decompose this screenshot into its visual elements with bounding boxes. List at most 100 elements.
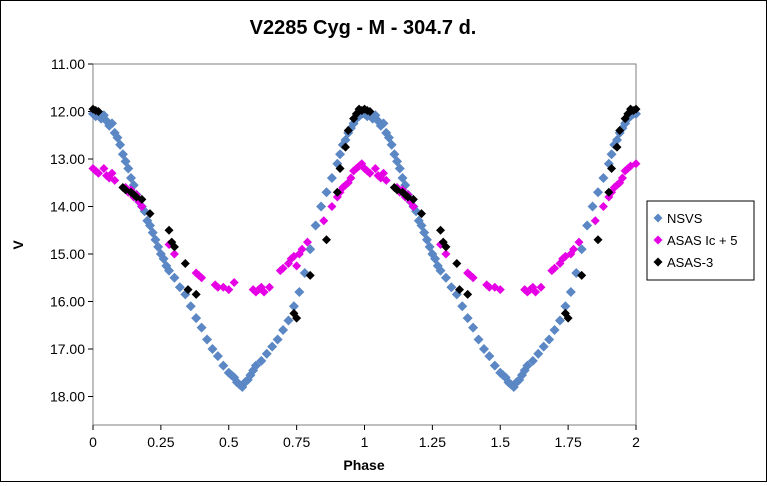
data-point (612, 142, 622, 152)
data-point (213, 282, 223, 292)
data-point (335, 164, 345, 173)
data-point (592, 187, 603, 198)
data-point (386, 139, 397, 150)
data-point (335, 149, 346, 160)
data-point (297, 244, 307, 254)
x-tick-label: 1 (361, 434, 369, 450)
data-point (503, 377, 514, 388)
data-point (489, 360, 500, 371)
data-point (316, 201, 327, 212)
data-point (455, 285, 465, 295)
data-point (137, 194, 147, 204)
legend-label: ASAS Ic + 5 (667, 233, 737, 248)
data-point (169, 249, 179, 259)
data-point (346, 173, 356, 183)
data-point (99, 164, 109, 173)
data-point (107, 118, 118, 129)
x-axis: 0 0.25 0.5 0.75 1 1.25 1.5 1.75 2 (89, 425, 640, 450)
data-point (441, 242, 451, 252)
legend-marker (653, 235, 663, 245)
data-point (191, 289, 201, 299)
y-tick-label: 17.00 (50, 341, 85, 357)
data-point (278, 325, 289, 335)
data-point (435, 265, 446, 276)
data-point (417, 209, 427, 219)
data-point (576, 244, 587, 255)
data-point (379, 168, 389, 178)
data-point (577, 270, 587, 280)
legend: NSVS ASAS Ic + 5 ASAS-3 (646, 200, 755, 281)
x-tick-label: 0 (89, 434, 97, 450)
data-point (563, 313, 573, 323)
y-axis: 11.00 12.00 13.00 14.00 15.00 16.00 17.00 18.00 (50, 56, 93, 405)
data-point (310, 220, 321, 231)
x-tick-label: 0.5 (219, 434, 239, 450)
data-point (522, 360, 533, 371)
data-point (180, 259, 190, 268)
data-point (560, 301, 571, 312)
y-tick-label: 16.00 (50, 294, 85, 310)
legend-marker (653, 257, 663, 267)
y-tick-label: 12.00 (50, 104, 85, 120)
data-point (590, 216, 600, 226)
data-point (381, 175, 391, 185)
data-point (478, 344, 489, 354)
y-tick-label: 11.00 (51, 56, 85, 72)
data-point (544, 334, 555, 345)
data-point (598, 173, 609, 183)
x-tick-label: 1.5 (491, 434, 511, 450)
data-point (196, 322, 207, 333)
data-point (593, 235, 603, 245)
data-point (197, 273, 207, 283)
data-point (549, 325, 560, 335)
x-tick-label: 1.75 (555, 434, 582, 450)
data-point (174, 282, 185, 293)
y-axis-title: V (10, 240, 26, 250)
data-point (617, 173, 627, 183)
data-point (224, 285, 234, 295)
data-point (272, 334, 283, 345)
data-point (123, 163, 134, 174)
data-point (207, 344, 218, 354)
data-point (256, 355, 267, 366)
data-point (574, 237, 584, 247)
x-tick-label: 0.25 (147, 434, 174, 450)
data-point (332, 187, 342, 197)
data-point (327, 202, 337, 211)
data-point (394, 163, 405, 174)
data-point (278, 263, 288, 273)
data-points (88, 104, 641, 392)
data-point (164, 265, 175, 276)
data-point (169, 272, 180, 283)
data-point (343, 126, 353, 135)
data-point (212, 351, 223, 362)
data-point (606, 149, 617, 160)
data-point (440, 272, 451, 283)
data-point (436, 225, 446, 235)
series-asas-ic-5 (88, 159, 641, 297)
data-point (115, 139, 126, 150)
data-point (145, 209, 155, 219)
data-point (452, 259, 462, 268)
data-point (302, 237, 312, 247)
data-point (495, 285, 505, 295)
x-tick-label: 1.25 (419, 434, 446, 450)
x-tick-label: 0.75 (283, 434, 310, 450)
data-point (457, 301, 468, 312)
data-point (218, 360, 229, 371)
y-tick-label: 18.00 (50, 389, 85, 405)
data-point (462, 313, 473, 324)
data-point (536, 282, 546, 292)
legend-marker (653, 213, 663, 223)
data-point (446, 282, 457, 293)
data-point (531, 287, 541, 297)
data-point (598, 202, 608, 211)
data-point (484, 351, 495, 362)
legend-label: ASAS-3 (667, 255, 713, 270)
data-point (292, 261, 302, 271)
data-point (288, 301, 299, 312)
data-point (202, 334, 213, 345)
y-tick-label: 15.00 (50, 246, 85, 262)
data-point (110, 175, 120, 185)
